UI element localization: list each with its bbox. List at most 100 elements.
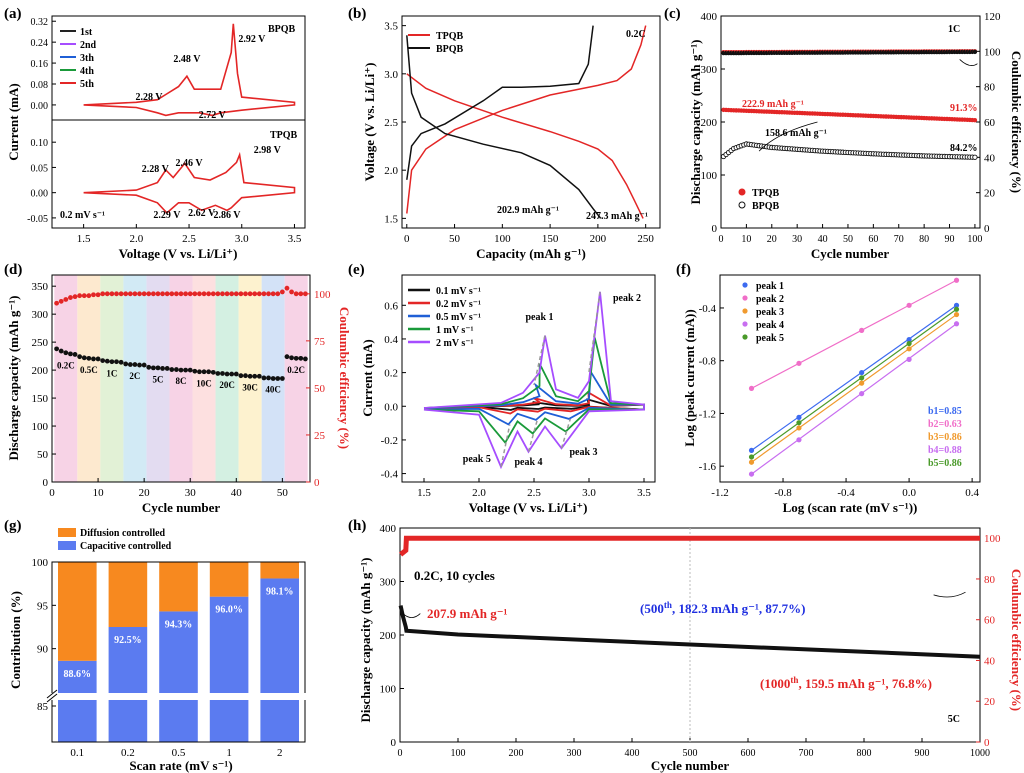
x-tick-label: 30: [185, 487, 197, 499]
rate-label: 8C: [176, 376, 187, 386]
y-axis-label: Log (peak current (mA)): [682, 309, 697, 446]
x-tick-label: 250: [637, 233, 654, 245]
x-tick-label: 90: [945, 234, 955, 245]
capacity-point: [183, 367, 189, 373]
y2-tick-label: 25: [314, 430, 326, 442]
x-tick-label: 2.5: [527, 487, 541, 499]
y-tick-label: -1.6: [699, 461, 717, 473]
annotation: 207.9 mAh g⁻¹: [427, 606, 508, 621]
y2-tick-label: 20: [984, 696, 996, 708]
annotation: 202.9 mAh g⁻¹: [497, 205, 559, 216]
annotation: 2.29 V: [153, 210, 181, 221]
ce-point: [256, 291, 262, 297]
legend-label: TPQB: [436, 31, 464, 42]
slope-label: b2=0.63: [928, 419, 962, 430]
y-axis-label: Current (mA): [360, 339, 375, 416]
data-point: [748, 447, 755, 453]
ce-point: [233, 291, 239, 297]
y2-tick-label: 60: [984, 615, 996, 627]
slope-label: b4=0.88: [928, 445, 962, 456]
x-axis-label: Voltage (V vs. Li/Li⁺): [469, 500, 588, 515]
data-point: [796, 414, 802, 420]
rate-label: 40C: [265, 385, 281, 395]
annotation-arrow: [758, 121, 818, 152]
x-tick-label: 1000: [970, 748, 990, 759]
x-tick-label: 900: [915, 748, 930, 759]
diffusion-bar: [209, 562, 249, 597]
ce-point: [91, 292, 96, 298]
data-point: [796, 437, 802, 443]
y-tick-label: 400: [380, 523, 397, 535]
y2-tick-label: 100: [314, 289, 331, 301]
x-tick-label: 30: [792, 234, 802, 245]
y-tick-label: 90: [37, 644, 49, 656]
ce-point: [77, 293, 83, 299]
legend-label: 1st: [80, 27, 93, 38]
y-tick-label: 100: [701, 170, 718, 182]
y-tick-label: -0.4: [699, 303, 717, 315]
capacity-point: [972, 117, 978, 123]
legend-label: 1 mV s⁻¹: [436, 325, 474, 336]
panel-label-b: (b): [348, 6, 366, 22]
annotation: (500th, 182.3 mAh g⁻¹, 87.7%): [640, 600, 805, 616]
ce-point: [972, 49, 978, 55]
annotation: 84.2%: [950, 143, 978, 154]
ce-point: [252, 291, 258, 297]
data-point: [796, 360, 802, 366]
y-tick-label: 300: [32, 309, 49, 321]
y-tick-label: 0.32: [31, 17, 49, 28]
ce-point: [127, 291, 133, 297]
peak-trend-line: [527, 419, 539, 452]
y-tick-label: 0: [391, 737, 397, 749]
rate-label: 20C: [219, 380, 235, 390]
y2-tick-label: 100: [984, 46, 1001, 58]
value-label: 96.0%: [215, 605, 243, 616]
y2-tick-label: 80: [984, 82, 996, 94]
y-tick-label: 200: [380, 630, 397, 642]
y-tick-label: 0.16: [31, 59, 49, 70]
x-tick-label: -0.8: [774, 487, 792, 499]
data-point: [906, 337, 912, 343]
annotation: 2.28 V: [142, 164, 170, 175]
legend-label: 2 mV s⁻¹: [436, 338, 474, 349]
fit-line: [751, 279, 957, 389]
y-tick-label: 0.0: [384, 401, 398, 413]
cv-curve: [83, 23, 296, 117]
y-tick-label: 0.00: [31, 101, 49, 112]
y2-tick-label: 80: [984, 574, 996, 586]
ce-point: [289, 289, 294, 295]
x-tick-label: 0.2: [121, 747, 135, 759]
ce-point: [104, 291, 110, 297]
value-label: 92.5%: [114, 635, 142, 646]
x-tick-label: 50: [277, 487, 289, 499]
capacity-point: [155, 365, 161, 371]
data-point: [859, 375, 865, 381]
capacity-point: [77, 354, 83, 360]
x-tick-label: 150: [542, 233, 559, 245]
annotation: 2.46 V: [176, 158, 204, 169]
fit-line: [751, 323, 957, 475]
rate-band: [77, 275, 101, 482]
rate-label: 2C: [129, 371, 140, 381]
cv-curve: [83, 151, 296, 215]
data-point: [859, 391, 865, 397]
ce-point: [215, 291, 221, 297]
x-tick-label: 100: [494, 233, 511, 245]
ce-point: [141, 291, 147, 297]
capacity-point: [284, 354, 290, 360]
x-tick-label: 3.5: [288, 233, 302, 245]
slope-label: b3=0.86: [928, 432, 962, 443]
annotation: (1000th, 159.5 mAh g⁻¹, 76.8%): [760, 675, 932, 691]
ce-point: [183, 291, 189, 297]
axis-break-mark: [46, 693, 58, 703]
x-tick-label: 400: [625, 748, 640, 759]
annotation: 2.48 V: [173, 54, 201, 65]
ce-point: [164, 291, 170, 297]
data-point: [953, 311, 960, 318]
panel-label-a: (a): [4, 6, 22, 22]
annotation: peak 3: [569, 447, 597, 458]
ce-point: [118, 291, 124, 297]
ce-point: [58, 298, 64, 304]
y2-tick-label: 100: [984, 533, 1001, 545]
legend-label: Capacitive controlled: [80, 541, 172, 552]
